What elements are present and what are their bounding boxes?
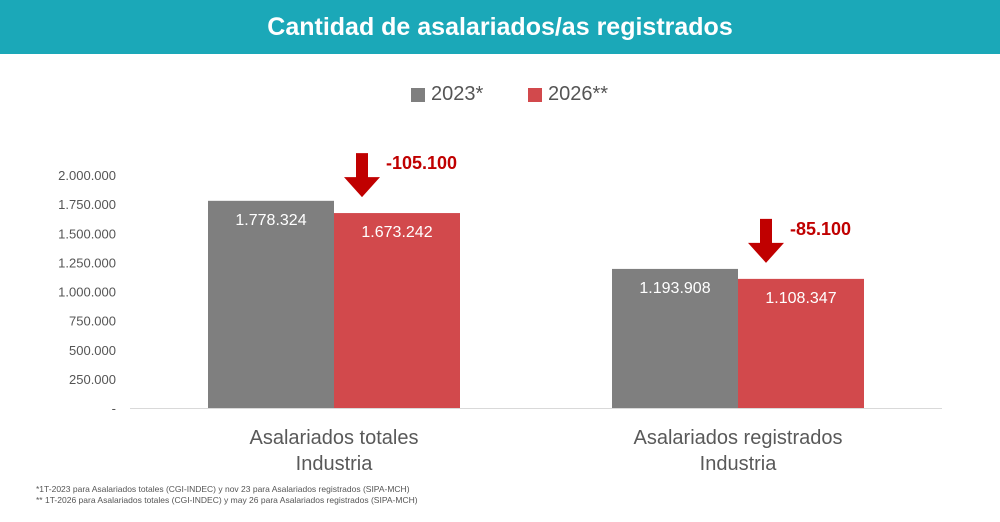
annotation-difference-1: -85.100	[790, 219, 851, 239]
y-tick-label-7: 1.750.000	[58, 197, 116, 212]
legend: 2023* 2026**	[0, 83, 1000, 109]
y-tick-label-0: -	[112, 401, 116, 416]
y-tick-label-6: 1.500.000	[58, 226, 116, 241]
bar-chart: - 250.000 500.000 750.000 1.000.000 1.250.000…	[58, 153, 942, 475]
x-category-label-1-line0: Asalariados registrados	[634, 427, 843, 449]
y-tick-label-5: 1.250.000	[58, 255, 116, 270]
data-label-series0-cat0: 1.778.324	[235, 212, 306, 229]
legend-swatch-2023	[411, 87, 425, 102]
y-tick-label-8: 2.000.000	[58, 168, 116, 183]
y-tick-label-4: 1.000.000	[58, 285, 116, 300]
legend-label-2023: 2023*	[431, 83, 484, 105]
y-tick-label-1: 250.000	[69, 372, 116, 387]
footnote-2: ** 1T-2026 para Asalariados totales (CGI…	[36, 495, 418, 505]
data-label-series0-cat1: 1.193.908	[639, 280, 710, 297]
x-category-label-0-line0: Asalariados totales	[250, 427, 419, 449]
down-arrow-icon	[748, 218, 784, 263]
data-label-series1-cat1: 1.108.347	[765, 290, 836, 307]
bar-series1-cat1	[738, 278, 864, 408]
x-category-label-1-line1: Industria	[700, 453, 778, 475]
y-tick-label-2: 500.000	[69, 343, 116, 358]
y-tick-label-3: 750.000	[69, 314, 116, 329]
x-category-label-0-line1: Industria	[296, 453, 374, 475]
footnotes: *1T-2023 para Asalariados totales (CGI-I…	[36, 484, 418, 506]
title-banner: Cantidad de asalariados/as registrados	[0, 0, 1000, 54]
data-label-series1-cat0: 1.673.242	[361, 224, 432, 241]
annotation-difference-0: -105.100	[386, 153, 457, 173]
footnote-1: *1T-2023 para Asalariados totales (CGI-I…	[36, 484, 410, 494]
legend-item-2026: 2026**	[528, 83, 608, 106]
bar-series1-cat0	[334, 213, 460, 408]
down-arrow-icon	[344, 153, 380, 198]
legend-swatch-2026	[528, 87, 542, 102]
bar-series0-cat1	[612, 268, 738, 408]
chart-title: Cantidad de asalariados/as registrados	[267, 12, 733, 41]
legend-label-2026: 2026**	[548, 83, 609, 105]
legend-item-2023: 2023*	[411, 83, 483, 106]
bar-series0-cat0	[208, 200, 334, 408]
